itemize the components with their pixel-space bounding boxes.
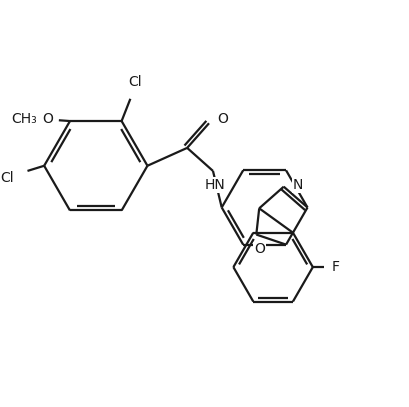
Text: F: F (332, 260, 340, 274)
Text: HN: HN (204, 178, 225, 192)
Text: O: O (42, 112, 53, 126)
Text: Cl: Cl (0, 171, 14, 185)
Text: Cl: Cl (129, 75, 142, 89)
Text: O: O (218, 112, 229, 126)
Text: O: O (254, 243, 265, 256)
Text: N: N (292, 178, 303, 192)
Text: CH₃: CH₃ (11, 112, 37, 126)
